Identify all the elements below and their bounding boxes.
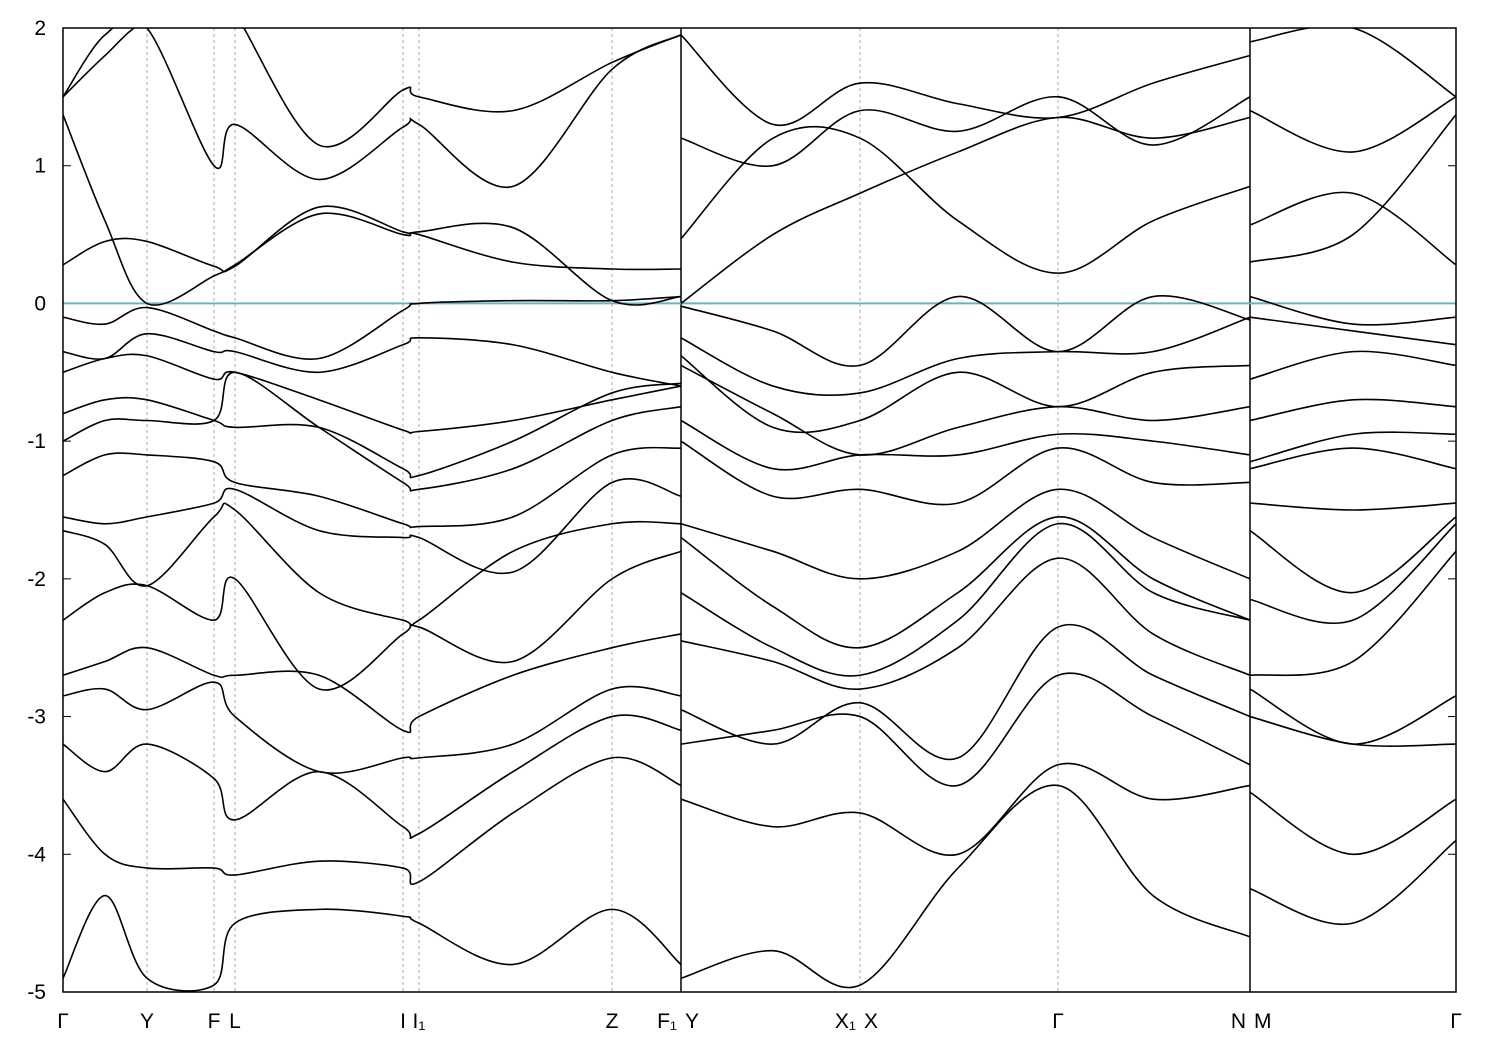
y-tick-label: 1 <box>34 155 46 178</box>
band <box>63 364 1456 479</box>
x-tick-label: Γ <box>57 1010 69 1033</box>
band <box>63 756 1456 885</box>
band <box>63 371 1456 492</box>
band <box>63 522 1456 691</box>
x-tick-label: N <box>1231 1010 1246 1033</box>
x-tick-label: M <box>1254 1010 1272 1033</box>
band <box>63 672 1456 840</box>
y-tick-label: -4 <box>27 843 46 866</box>
x-tick-label: X₁ <box>835 1010 856 1033</box>
y-tick-label: -2 <box>27 568 46 591</box>
band <box>63 316 1456 397</box>
band <box>63 114 1456 305</box>
y-tick-label: 0 <box>34 292 46 315</box>
band <box>63 502 1456 649</box>
band <box>63 440 1456 529</box>
x-tick-label: Z <box>606 1010 619 1033</box>
band <box>63 114 1456 306</box>
x-tick-label: F₁ <box>657 1010 677 1033</box>
tick-labels: 2 1 0 -1 -2 -3 -4 -5 Γ Y F L I I₁ Z F₁ Y X₁ X Γ N M Γ <box>27 17 1461 1033</box>
x-tick-label: I₁ <box>413 1010 426 1033</box>
band <box>63 28 1456 189</box>
x-tick-label: X <box>864 1010 878 1033</box>
y-tick-label: -3 <box>27 706 46 729</box>
x-tick-label: I <box>400 1010 406 1033</box>
band <box>63 350 1456 435</box>
bands <box>63 28 1456 992</box>
band <box>63 550 1456 734</box>
plot-frame <box>62 27 1457 993</box>
x-tick-label: L <box>229 1010 241 1033</box>
band <box>63 295 1456 367</box>
band <box>63 784 1456 992</box>
x-tick-label: Γ <box>1450 1010 1462 1033</box>
band <box>63 478 1456 580</box>
y-tick-label: -5 <box>27 981 46 1004</box>
x-tick-label: Y <box>140 1010 154 1033</box>
y-tick-label: 2 <box>34 17 46 40</box>
x-tick-label: Y <box>685 1010 699 1033</box>
x-tick-label: F <box>208 1010 221 1033</box>
y-tick-label: -1 <box>27 430 46 453</box>
x-tick-label: Γ <box>1052 1010 1064 1033</box>
